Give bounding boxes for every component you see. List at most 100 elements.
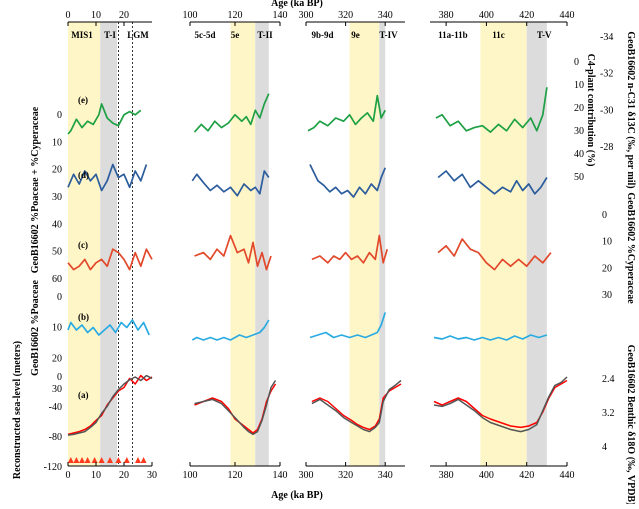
series-e-panel-3: [435, 87, 548, 133]
panel-label: (a): [78, 390, 89, 400]
bottom-tick-label: 320: [338, 470, 353, 481]
series-c-panel-2: [311, 234, 389, 264]
series-e-panel-1: [193, 93, 270, 133]
series-sea-level-panel-1: [194, 380, 277, 436]
left-axis-tick: 0: [57, 372, 62, 383]
bottom-tick-label: 420: [519, 470, 534, 481]
right-axis-tick: 0: [602, 210, 607, 221]
left-axis-label-0: GeoB16602 %Poaceae + %Cyperaceae: [30, 106, 41, 273]
segment-label: MIS1: [71, 30, 93, 40]
left-axis-tick: 50: [52, 247, 62, 258]
marker-triangle-6: [107, 457, 113, 463]
bottom-tick-label: 440: [560, 470, 575, 481]
band-interglacial-0-0: [68, 22, 101, 466]
right-axis-tick: 20: [602, 263, 612, 274]
series-d-panel-2: [309, 164, 386, 198]
top-tick-label: 340: [378, 10, 393, 21]
top-axis-title: Age (ka BP): [271, 0, 323, 9]
top-tick-label: 120: [228, 10, 243, 21]
segment-label: T-II: [257, 30, 273, 40]
right-axis-tick: 3.2: [602, 408, 615, 419]
segment-label: 9e: [351, 30, 360, 40]
series-b-panel-2: [309, 312, 387, 339]
series-layer: [67, 87, 568, 463]
bottom-tick-label: 400: [479, 470, 494, 481]
left-axis-label-2: Reconstructed sea-level (meters): [12, 341, 23, 479]
left-axis-tick: 0: [57, 292, 62, 303]
left-axis-tick: 40: [52, 219, 62, 230]
marker-triangle-10: [140, 457, 147, 463]
top-tick-label: 300: [299, 10, 314, 21]
right-axis-tick: 30: [602, 290, 612, 301]
segment-label: 5e: [231, 30, 240, 40]
right-axis-tick: -32: [600, 69, 613, 80]
left-axis-tick: -80: [49, 432, 62, 443]
series-b-panel-0: [67, 319, 150, 336]
left-axis-label-1: GeoB16602 %Poaceae: [30, 280, 41, 376]
band-termination-3-1: [526, 22, 547, 466]
left-axis-tick: -40: [49, 402, 62, 413]
bottom-tick-label: 10: [91, 470, 101, 481]
bottom-tick-label: 340: [378, 470, 393, 481]
top-tick-label: 140: [273, 10, 288, 21]
series-d-panel-1: [191, 170, 270, 197]
right-axis-tick: 0: [574, 57, 579, 68]
series-d-panel-0: [67, 163, 148, 192]
right-axis-label-0: C4-plant contribution (%): [585, 54, 596, 167]
left-axis-tick: 30: [52, 384, 62, 395]
segment-label: T-V: [537, 30, 552, 40]
right-axis-tick: 4: [602, 442, 607, 453]
marker-triangle-9: [135, 457, 141, 463]
marker-triangle-7: [115, 457, 122, 463]
left-axis-tick: 0: [57, 110, 62, 121]
right-axis-tick: 50: [574, 172, 584, 183]
series-sea-level-panel-3: [433, 376, 568, 433]
highlight-bands: [68, 22, 547, 466]
left-axis-tick: 10: [52, 323, 62, 334]
marker-triangle-5: [98, 457, 105, 463]
top-tick-label: 10: [91, 10, 101, 21]
bottom-tick-label: 380: [439, 470, 454, 481]
top-tick-label: 100: [183, 10, 198, 21]
marker-triangle-2: [79, 457, 85, 463]
series-e-panel-2: [307, 94, 386, 132]
series-d-panel-3: [437, 170, 548, 195]
left-axis-tick: 60: [52, 274, 62, 285]
panel-label: (d): [78, 170, 89, 180]
right-axis-label-2: GeoB16602 %Cyperaceae: [625, 192, 636, 304]
marker-triangle-8: [123, 457, 130, 463]
top-tick-label: 400: [479, 10, 494, 21]
segment-label: 9b-9d: [311, 30, 333, 40]
top-tick-label: 440: [560, 10, 575, 21]
bottom-tick-label: 300: [299, 470, 314, 481]
left-axis-tick: 30: [52, 192, 62, 203]
bottom-tick-label: 30: [147, 470, 157, 481]
right-axis-tick: -30: [600, 105, 613, 116]
series-a-panel-1: [194, 383, 277, 434]
band-termination-0-1: [100, 22, 117, 466]
band-termination-2-1: [379, 22, 386, 466]
series-c-panel-0: [67, 248, 153, 271]
top-tick-label: 380: [439, 10, 454, 21]
band-termination-1-1: [255, 22, 269, 466]
series-sea-level-panel-2: [311, 379, 402, 433]
series-sea-level-panel-0: [67, 374, 153, 436]
top-tick-label: 20: [119, 10, 129, 21]
segment-label: 11c: [492, 30, 505, 40]
right-axis-tick: 20: [574, 103, 584, 114]
bottom-tick-label: 100: [183, 470, 198, 481]
band-interglacial-2-0: [349, 22, 380, 466]
series-b-panel-1: [191, 319, 270, 341]
segment-label: 11a-11b: [438, 30, 468, 40]
left-axis-tick: -120: [44, 462, 62, 473]
segment-label: LGM: [127, 30, 149, 40]
right-axis-tick: 30: [574, 126, 584, 137]
right-axis-tick: 2.4: [602, 374, 615, 385]
bottom-tick-label: 0: [66, 470, 71, 481]
marker-triangle-4: [91, 457, 98, 463]
segment-label: T-I: [104, 30, 116, 40]
right-axis-tick: -34: [600, 32, 613, 43]
bottom-tick-label: 20: [119, 470, 129, 481]
